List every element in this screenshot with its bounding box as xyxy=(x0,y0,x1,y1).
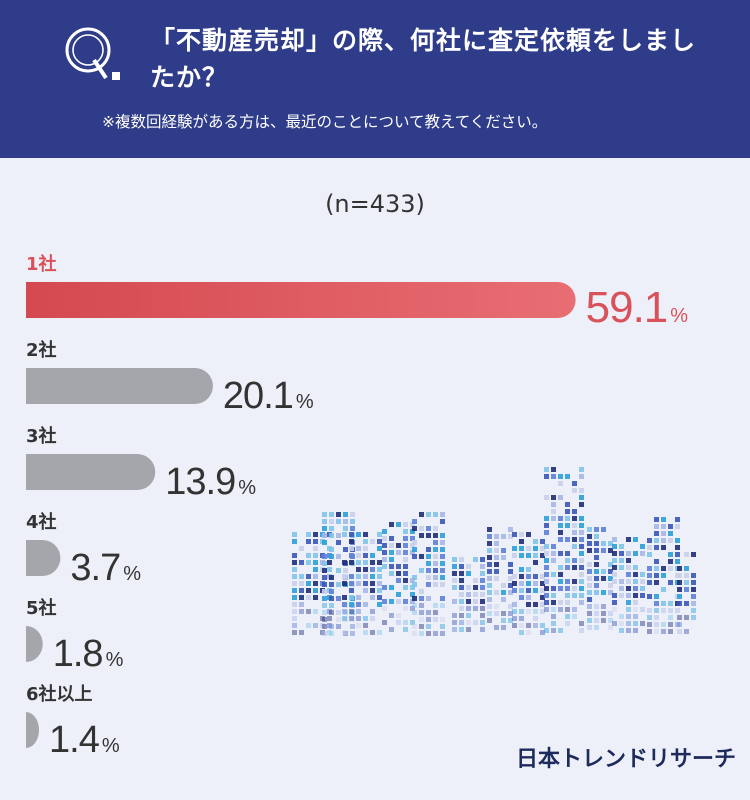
category-label: 3社 xyxy=(26,425,57,447)
question-note: ※複数回経験がある方は、最近のことについて教えてください。 xyxy=(102,113,548,131)
city-skyline-illustration xyxy=(292,467,696,636)
bar xyxy=(26,540,61,576)
value-label: 59.1% xyxy=(586,283,689,332)
value-label: 20.1% xyxy=(223,375,314,417)
bar xyxy=(26,626,43,662)
category-label: 6社以上 xyxy=(26,683,93,705)
category-label: 4社 xyxy=(26,511,57,533)
category-label: 1社 xyxy=(26,253,57,275)
bar xyxy=(26,454,156,490)
value-label: 13.9% xyxy=(165,461,256,503)
brand-logo: 日本トレンドリサーチ xyxy=(516,747,737,772)
bar xyxy=(26,368,213,404)
q-icon xyxy=(65,27,120,80)
value-label: 3.7% xyxy=(70,547,141,589)
question-title: 「不動産売却」の際、何社に査定依頼をしましたか？ xyxy=(150,26,697,92)
bar xyxy=(26,712,40,748)
category-label: 5社 xyxy=(26,597,57,619)
value-label: 1.8% xyxy=(53,633,124,675)
header-banner: 「不動産売却」の際、何社に査定依頼をしましたか？ ※複数回経験がある方は、最近の… xyxy=(0,0,750,158)
value-label: 1.4% xyxy=(49,719,120,761)
bar xyxy=(26,282,576,318)
category-label: 2社 xyxy=(26,339,57,361)
sample-size: (n=433) xyxy=(325,190,425,218)
